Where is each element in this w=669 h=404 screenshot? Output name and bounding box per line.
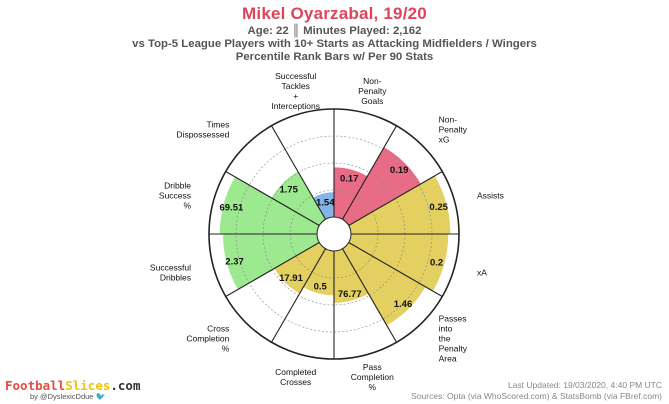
category-label-1: Non-Penalty xG — [439, 114, 468, 144]
bar-successful-dribbles — [223, 234, 320, 290]
category-label-10: Times Dispossessed — [176, 119, 229, 139]
value-label-7: 17.91 — [279, 273, 303, 284]
data-sources: Sources: Opta (via WhoScored.com) & Stat… — [411, 391, 662, 401]
spoke-1 — [342, 125, 397, 220]
spoke-10 — [225, 171, 320, 226]
category-label-5: Pass Completion% — [351, 362, 394, 392]
center-hole — [316, 216, 352, 252]
chart-subtitle-age-minutes: Age: 22 ║ Minutes Played: 2,162 — [247, 25, 422, 37]
value-label-0: 0.17 — [340, 173, 359, 184]
category-label-11: Successful Tackles + Interceptions — [271, 71, 320, 111]
spoke-5 — [342, 248, 397, 343]
logo-part-com: .com — [110, 378, 141, 393]
bar-xa — [348, 234, 449, 292]
spoke-4 — [348, 242, 443, 297]
bar-passes-into-the-penalty-area — [342, 242, 426, 326]
value-label-9: 69.51 — [220, 203, 244, 214]
category-label-7: Cross Completion% — [186, 324, 229, 354]
spoke-7 — [271, 248, 326, 343]
spoke-11 — [271, 125, 326, 220]
value-label-5: 76.77 — [338, 289, 362, 300]
category-label-2: Assists — [477, 191, 504, 201]
value-label-3: 0.2 — [430, 257, 443, 268]
bar-assists — [348, 175, 451, 234]
last-updated: Last Updated: 19/03/2020, 4:40 PM UTC — [507, 380, 662, 390]
bar-non-penalty-xg — [342, 147, 421, 226]
bar-times-dispossessed — [271, 171, 326, 226]
value-label-2: 0.25 — [429, 202, 448, 213]
bar-completed-crosses — [303, 248, 334, 296]
chart-title: Mikel Oyarzabal, 19/20 — [242, 4, 427, 23]
logo-part-football: Football — [5, 378, 66, 393]
logo-part-slices: Slices — [65, 378, 111, 393]
bar-cross-completion — [274, 242, 326, 294]
category-label-3: xA — [477, 267, 487, 277]
value-label-11: 1.54 — [316, 197, 335, 208]
category-label-6: Completed Crosses — [275, 367, 316, 387]
bar-successful-tackles-interceptions — [313, 192, 334, 220]
author-handle: by @DyslexicDdue 🐦 — [30, 392, 106, 401]
bar-pass-completion — [334, 248, 369, 303]
twitter-bird-icon: 🐦 — [95, 392, 106, 401]
value-label-10: 1.75 — [279, 185, 298, 196]
author-handle-text: by @DyslexicDdue — [30, 392, 94, 401]
chart-subtitle-comparison: vs Top-5 League Players with 10+ Starts … — [132, 38, 537, 50]
spoke-2 — [348, 171, 443, 226]
category-label-9: Dribble Success% — [159, 181, 192, 211]
value-label-6: 0.5 — [314, 281, 328, 292]
chart-subtitle-method: Percentile Rank Bars w/ Per 90 Stats — [235, 51, 434, 63]
value-label-1: 0.19 — [390, 165, 409, 176]
bar-dribble-success — [219, 176, 320, 234]
spoke-8 — [225, 242, 320, 297]
category-label-0: Non-Penalty Goals — [358, 76, 387, 106]
footballslices-logo: FootballSlices.com — [5, 378, 140, 393]
value-label-4: 1.46 — [394, 299, 413, 310]
category-label-4: Passes into the Penalty Area — [439, 314, 468, 364]
value-label-8: 2.37 — [225, 257, 244, 268]
category-label-8: Successful Dribbles — [150, 262, 191, 282]
